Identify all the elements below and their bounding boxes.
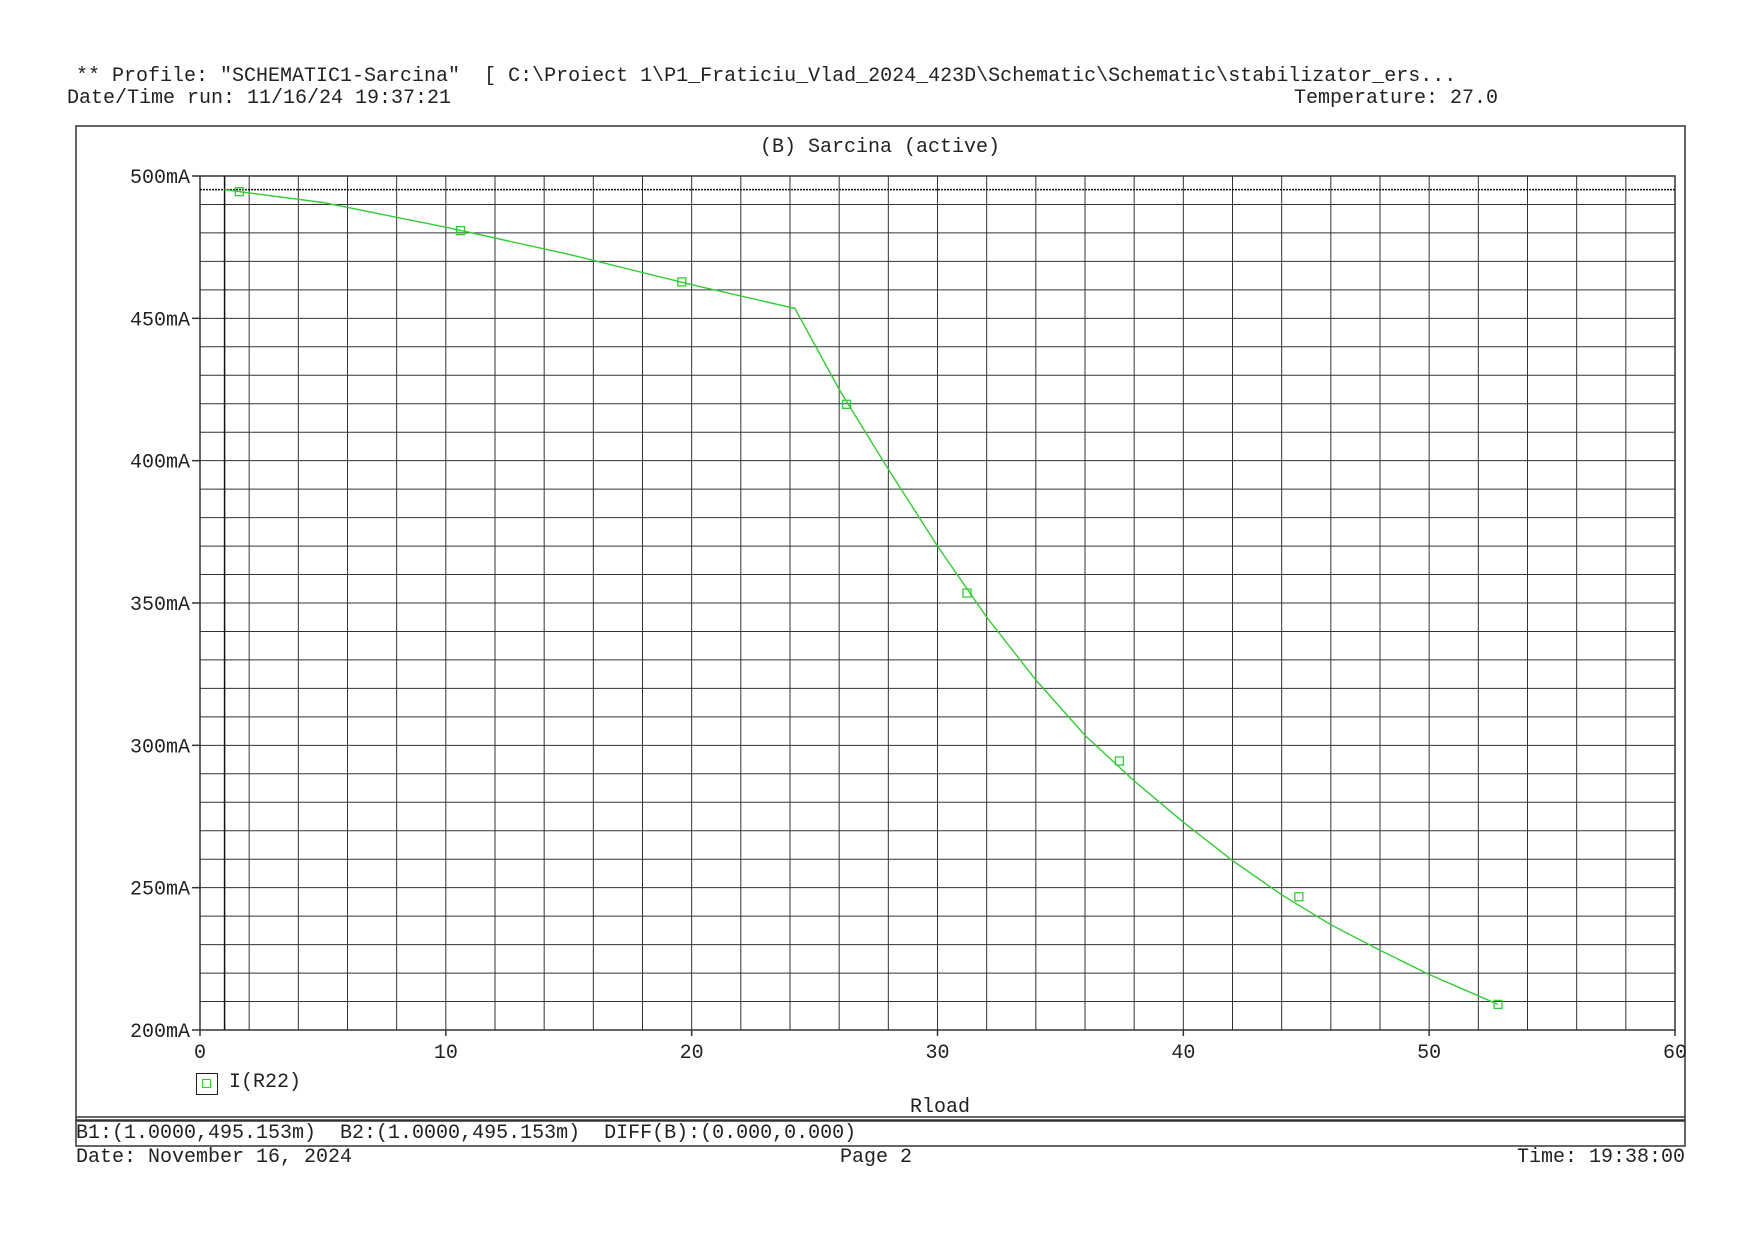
y-tick-label: 400mA: [130, 452, 190, 475]
data-point-marker: [677, 277, 687, 287]
cursor-info: B1:(1.0000,495.153m) B2:(1.0000,495.153m…: [76, 1122, 857, 1145]
data-point-marker: [962, 588, 972, 598]
temperature: Temperature: 27.0: [1293, 87, 1498, 110]
y-tick-label: 300mA: [130, 736, 190, 759]
footer-page: Page 2: [840, 1146, 913, 1169]
y-tick-label: 500mA: [130, 167, 190, 190]
chart-title: (B) Sarcina (active): [760, 136, 1000, 159]
x-tick-label: 10: [434, 1042, 458, 1065]
data-point-marker: [234, 187, 244, 197]
footer-date: Date: November 16, 2024: [76, 1146, 353, 1169]
x-tick-label: 50: [1417, 1042, 1441, 1065]
x-tick-label: 40: [1171, 1042, 1195, 1065]
cursor-bar-frame: [75, 1120, 1686, 1147]
data-point-marker: [1493, 999, 1503, 1010]
x-tick-label: 60: [1663, 1042, 1687, 1065]
x-tick-label: 20: [680, 1042, 704, 1065]
x-tick-label: 0: [194, 1042, 206, 1065]
data-point-marker: [1294, 892, 1304, 902]
plot-frame: [75, 125, 1686, 1121]
grid: [199, 175, 1676, 1031]
profile-line: ** Profile: "SCHEMATIC1-Sarcina" [ C:\Pr…: [76, 65, 1457, 88]
axis-ticks: 0 10 20 30 40 50 60 200mA 250mA 300mA 350mA 400mA 45…: [130, 167, 1687, 1065]
y-tick-label: 200mA: [130, 1021, 190, 1044]
series-line: [224, 189, 1499, 1006]
datetime-run: Date/Time run: 11/16/24 19:37:21: [67, 87, 452, 110]
x-tick-label: 30: [925, 1042, 949, 1065]
footer-time: Time: 19:38:00: [1516, 1146, 1685, 1169]
data-point-marker: [455, 226, 466, 236]
data-point-marker: [1114, 756, 1125, 766]
data-point-marker: [841, 399, 852, 409]
legend-marker-icon: [196, 1073, 218, 1095]
y-tick-label: 250mA: [130, 879, 190, 902]
x-axis-label: Rload: [910, 1096, 970, 1119]
y-tick-label: 450mA: [130, 309, 190, 332]
y-tick-label: 350mA: [130, 594, 190, 617]
series-layer: [224, 187, 1503, 1010]
legend-label[interactable]: I(R22): [229, 1071, 302, 1094]
